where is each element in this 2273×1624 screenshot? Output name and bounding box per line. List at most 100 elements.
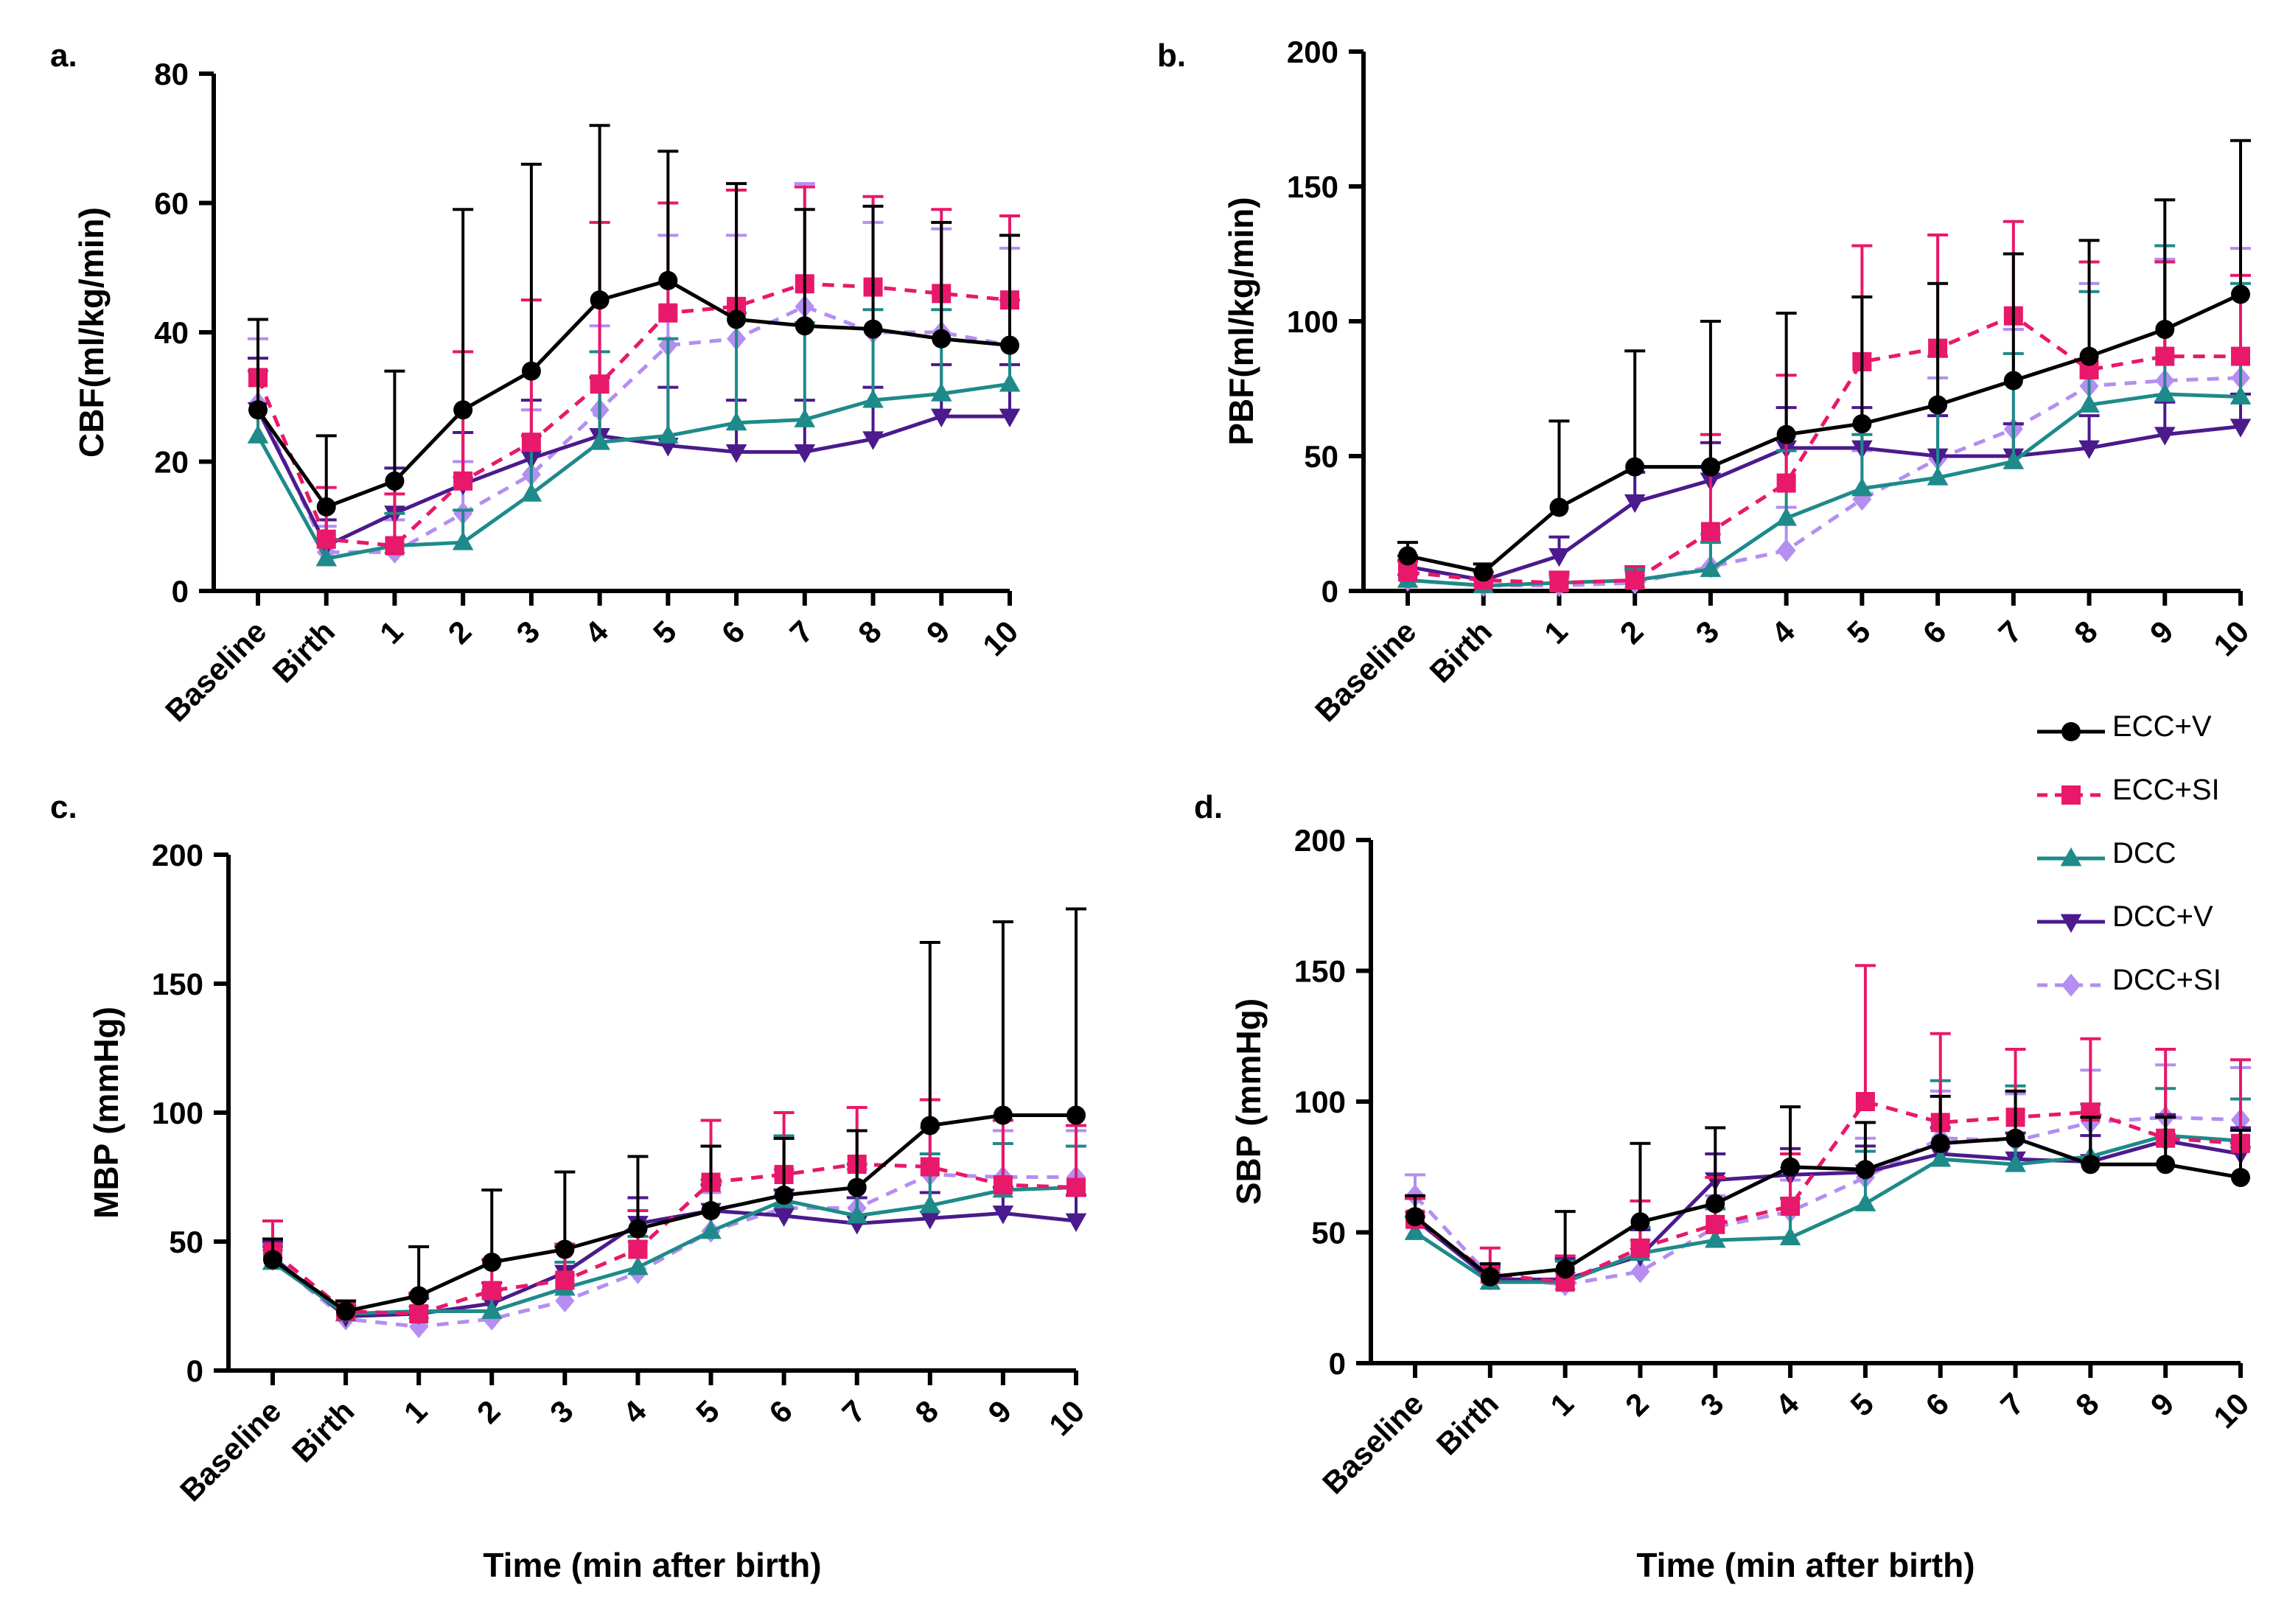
- data-point-c-dccsi-3: [555, 1289, 575, 1313]
- y-axis-label-c: MBP (mmHg): [87, 1007, 125, 1219]
- data-point-a-eccv-1: [385, 471, 405, 491]
- data-point-a-dcc-8: [862, 389, 884, 408]
- y-tick-label-c-150: 150: [152, 967, 203, 1001]
- legend-marker-dcc: [2060, 847, 2082, 867]
- panel-b-pbf-chart: b. 0 50 100 150 200 PBF(ml/kg/min) Baseline Birt…: [1157, 35, 2255, 729]
- data-point-b-eccv-10: [2231, 284, 2250, 304]
- legend-swatch-dcc: [2037, 847, 2105, 867]
- legend-item-dcc-v: DCC+V: [2034, 890, 2270, 953]
- x-tick-label-c-5: 5: [689, 1393, 726, 1430]
- x-tick-label-d-5: 5: [1844, 1386, 1881, 1423]
- data-point-d-eccv-2: [1630, 1212, 1650, 1232]
- data-point-b-dccv-1: [1548, 548, 1570, 567]
- legend-label-dcc-si: DCC+SI: [2112, 964, 2221, 996]
- series-line-a-dccv: [256, 409, 1010, 548]
- data-point-d-eccv-4: [1781, 1157, 1801, 1177]
- data-point-d-eccsi-5: [1855, 1092, 1875, 1111]
- data-point-a-dccv-8: [862, 431, 884, 450]
- data-point-c-dcc-7: [846, 1205, 868, 1224]
- y-tick-label-b-200: 200: [1287, 35, 1338, 69]
- data-point-c-eccv-10: [1066, 1105, 1086, 1125]
- series-line-d-dccv: [1414, 1138, 2241, 1281]
- data-point-a-eccv-5: [658, 270, 678, 290]
- data-point-a-dccv-6: [725, 444, 747, 463]
- y-tick-label-c-200: 200: [152, 838, 203, 872]
- data-point-c-eccv-3: [555, 1239, 575, 1259]
- y-tick-label-b-0: 0: [1321, 574, 1338, 609]
- series-line-a-eccv: [256, 279, 1010, 509]
- x-tick-label-a-7: 7: [783, 614, 820, 651]
- y-tick-label-a-80: 80: [154, 57, 189, 91]
- data-point-b-dccv-2: [1624, 494, 1646, 514]
- legend-item-ecc-si: ECC+SI: [2034, 763, 2270, 827]
- panel-label-c: c.: [50, 789, 77, 825]
- legend-swatch-dcc-v: [2037, 914, 2105, 933]
- legend-label-dcc-v: DCC+V: [2112, 900, 2213, 933]
- data-point-b-eccv-2: [1625, 457, 1645, 477]
- panel-label-b: b.: [1157, 38, 1186, 74]
- data-point-c-eccsi-4: [628, 1239, 648, 1259]
- x-tick-label-c-10: 10: [1042, 1393, 1091, 1442]
- series-line-b-eccv: [1407, 293, 2242, 574]
- data-point-d-eccv-birth: [1480, 1267, 1500, 1287]
- y-tick-label-a-40: 40: [154, 315, 189, 350]
- x-tick-label-b-9: 9: [2143, 614, 2180, 651]
- series-c-eccsi: [262, 1098, 1086, 1323]
- x-tick-label-a-2: 2: [441, 614, 478, 651]
- series-line-c-eccv: [271, 1113, 1076, 1313]
- series-line-d-eccv: [1414, 1136, 2241, 1279]
- y-tick-label-b-100: 100: [1287, 304, 1338, 339]
- data-point-a-eccsi-5: [658, 303, 678, 323]
- x-tick-label-a-10: 10: [976, 614, 1024, 662]
- data-point-a-dcc-2: [452, 531, 474, 550]
- data-point-a-dcc-6: [725, 411, 747, 431]
- panel-label-d: d.: [1194, 789, 1223, 825]
- data-point-c-eccv-4: [628, 1219, 648, 1239]
- data-point-c-dccv-6: [773, 1208, 795, 1227]
- series-c-eccv: [262, 907, 1086, 1321]
- series-line-b-dccv: [1407, 424, 2241, 582]
- data-point-a-dcc-3: [520, 483, 542, 502]
- series-c-dcc: [262, 1134, 1087, 1322]
- series-c-dccv: [262, 1183, 1087, 1328]
- x-tick-label-b-7: 7: [1991, 614, 2028, 651]
- data-point-a-dcc-baseline: [247, 424, 269, 444]
- data-point-d-eccv-5: [1855, 1160, 1875, 1180]
- y-axis-label-b: PBF(ml/kg/min): [1222, 197, 1260, 445]
- x-tick-label-b-baseline: Baseline: [1308, 614, 1422, 728]
- y-axis-label-d: SBP (mmHg): [1229, 998, 1268, 1205]
- data-point-b-dcc-10: [2230, 385, 2252, 405]
- data-point-c-dccsi-1: [409, 1315, 429, 1339]
- data-point-a-eccv-8: [863, 319, 883, 339]
- x-tick-label-c-1: 1: [397, 1393, 434, 1430]
- data-point-d-eccv-baseline: [1406, 1207, 1425, 1227]
- data-point-d-eccsi-4: [1781, 1197, 1801, 1216]
- series-line-a-eccsi: [256, 281, 1010, 548]
- data-point-b-dcc-8: [2078, 393, 2100, 413]
- legend-label-ecc-v: ECC+V: [2112, 710, 2212, 743]
- series-a-dccv: [247, 357, 1021, 557]
- data-point-c-eccv-baseline: [263, 1250, 282, 1270]
- data-point-b-dccsi-4: [1776, 539, 1796, 562]
- series-a-eccsi: [248, 185, 1020, 556]
- data-point-d-eccv-6: [1930, 1133, 1950, 1153]
- y-tick-label-b-50: 50: [1304, 439, 1338, 474]
- data-point-a-eccv-4: [590, 290, 610, 310]
- x-tick-label-c-baseline: Baseline: [173, 1393, 287, 1508]
- series-d-eccv: [1405, 1089, 2251, 1287]
- legend-marker-dccv: [2060, 914, 2082, 933]
- x-tick-label-d-2: 2: [1619, 1386, 1655, 1423]
- series-a-eccv: [248, 124, 1020, 517]
- x-tick-label-c-2: 2: [470, 1393, 507, 1430]
- data-point-b-dcc-7: [2003, 450, 2025, 469]
- data-point-c-eccsi-10: [1066, 1177, 1086, 1197]
- y-tick-label-d-50: 50: [1311, 1216, 1346, 1250]
- y-tick-label-c-0: 0: [186, 1354, 203, 1388]
- legend-marker-eccsi: [2061, 785, 2081, 805]
- x-tick-label-a-3: 3: [510, 614, 547, 651]
- series-b-eccv: [1397, 139, 2251, 582]
- data-point-c-eccsi-1: [409, 1304, 429, 1323]
- series-line-b-eccsi: [1407, 314, 2241, 585]
